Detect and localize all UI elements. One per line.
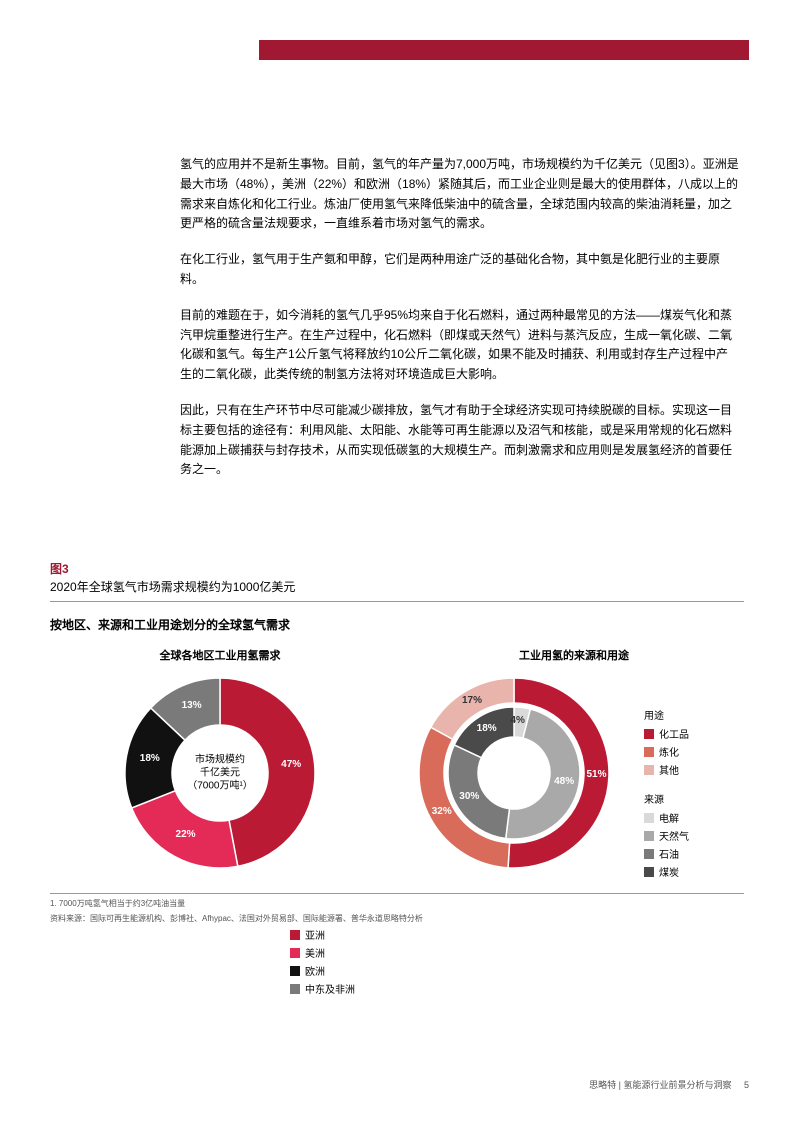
right-chart-title: 工业用氢的来源和用途 bbox=[404, 647, 744, 663]
right-chart-block: 工业用氢的来源和用途 51%32%17%4%48%30%18% 用途化工品炼化其… bbox=[404, 647, 744, 873]
legend-item: 中东及非洲 bbox=[290, 981, 355, 996]
legend-item: 天然气 bbox=[644, 828, 734, 843]
legend-item: 炼化 bbox=[644, 744, 734, 759]
page-footer: 思略特 | 氢能源行业前景分析与洞察 5 bbox=[589, 1078, 749, 1091]
left-chart-title: 全球各地区工业用氢需求 bbox=[50, 647, 390, 663]
right-legend: 用途化工品炼化其他来源电解天然气石油煤炭 bbox=[644, 701, 734, 882]
legend-item: 煤炭 bbox=[644, 864, 734, 879]
center-line2: 千亿美元 bbox=[187, 767, 253, 780]
footer-doc: 氢能源行业前景分析与洞察 bbox=[623, 1080, 731, 1090]
figure-title: 2020年全球氢气市场需求规模约为1000亿美元 bbox=[50, 578, 744, 595]
legend-item: 石油 bbox=[644, 846, 734, 861]
slice-pct-label: 13% bbox=[182, 700, 202, 711]
slice-pct-label: 32% bbox=[432, 806, 452, 817]
legend-item: 美洲 bbox=[290, 945, 355, 960]
right-nested-donut-chart: 51% 32% 17% 4% 48% 30% 18% bbox=[414, 673, 614, 873]
slice-pct-label: 17% bbox=[462, 695, 482, 706]
figure-label: 图3 bbox=[50, 562, 69, 576]
paragraph-2: 在化工行业，氢气用于生产氨和甲醇，它们是两种用途广泛的基础化合物，其中氨是化肥行… bbox=[180, 250, 740, 290]
paragraph-3: 目前的难题在于，如今消耗的氢气几乎95%均来自于化石燃料，通过两种最常见的方法—… bbox=[180, 306, 740, 385]
slice-pct-label: 18% bbox=[477, 723, 497, 734]
figure-divider bbox=[50, 601, 744, 602]
slice-pct-label: 51% bbox=[586, 769, 606, 780]
footer-brand: 思略特 bbox=[589, 1080, 616, 1090]
header-accent-bar bbox=[259, 40, 749, 60]
slice-pct-label: 4% bbox=[510, 715, 524, 726]
legend-item: 化工品 bbox=[644, 726, 734, 741]
slice-pct-label: 48% bbox=[554, 776, 574, 787]
chart-heading: 按地区、来源和工业用途划分的全球氢气需求 bbox=[50, 616, 744, 633]
center-line3: （7000万吨¹） bbox=[187, 780, 253, 793]
footnote-divider bbox=[50, 893, 744, 894]
left-legend: 亚洲美洲欧洲中东及非洲 bbox=[290, 927, 355, 999]
center-line1: 市场规模约 bbox=[187, 754, 253, 767]
body-text: 氢气的应用并不是新生事物。目前，氢气的年产量为7,000万吨，市场规模约为千亿美… bbox=[180, 155, 740, 496]
footnote-2: 资料来源：国际可再生能源机构、彭博社、Afhypac、法国对外贸易部、国际能源署… bbox=[50, 913, 744, 924]
paragraph-4: 因此，只有在生产环节中尽可能减少碳排放，氢气才有助于全球经济实现可持续脱碳的目标… bbox=[180, 401, 740, 480]
legend-item: 亚洲 bbox=[290, 927, 355, 942]
paragraph-1: 氢气的应用并不是新生事物。目前，氢气的年产量为7,000万吨，市场规模约为千亿美… bbox=[180, 155, 740, 234]
legend-item: 电解 bbox=[644, 810, 734, 825]
left-donut-center: 市场规模约 千亿美元 （7000万吨¹） bbox=[187, 754, 253, 793]
slice-pct-label: 47% bbox=[281, 759, 301, 770]
slice-pct-label: 18% bbox=[140, 753, 160, 764]
footnote-1: 1. 7000万吨氢气相当于约3亿吨油当量 bbox=[50, 898, 744, 909]
left-donut-chart: 市场规模约 千亿美元 （7000万吨¹） 47% 22% 18% 13% bbox=[120, 673, 320, 873]
legend-item: 欧洲 bbox=[290, 963, 355, 978]
figure-section: 图3 2020年全球氢气市场需求规模约为1000亿美元 按地区、来源和工业用途划… bbox=[50, 560, 744, 924]
footer-page: 5 bbox=[744, 1080, 749, 1090]
left-chart-block: 全球各地区工业用氢需求 市场规模约 千亿美元 （7000万吨¹） 47% 22% 1… bbox=[50, 647, 390, 873]
slice-pct-label: 30% bbox=[459, 791, 479, 802]
charts-row: 全球各地区工业用氢需求 市场规模约 千亿美元 （7000万吨¹） 47% 22% 1… bbox=[50, 647, 744, 873]
legend-item: 其他 bbox=[644, 762, 734, 777]
slice-pct-label: 22% bbox=[176, 829, 196, 840]
